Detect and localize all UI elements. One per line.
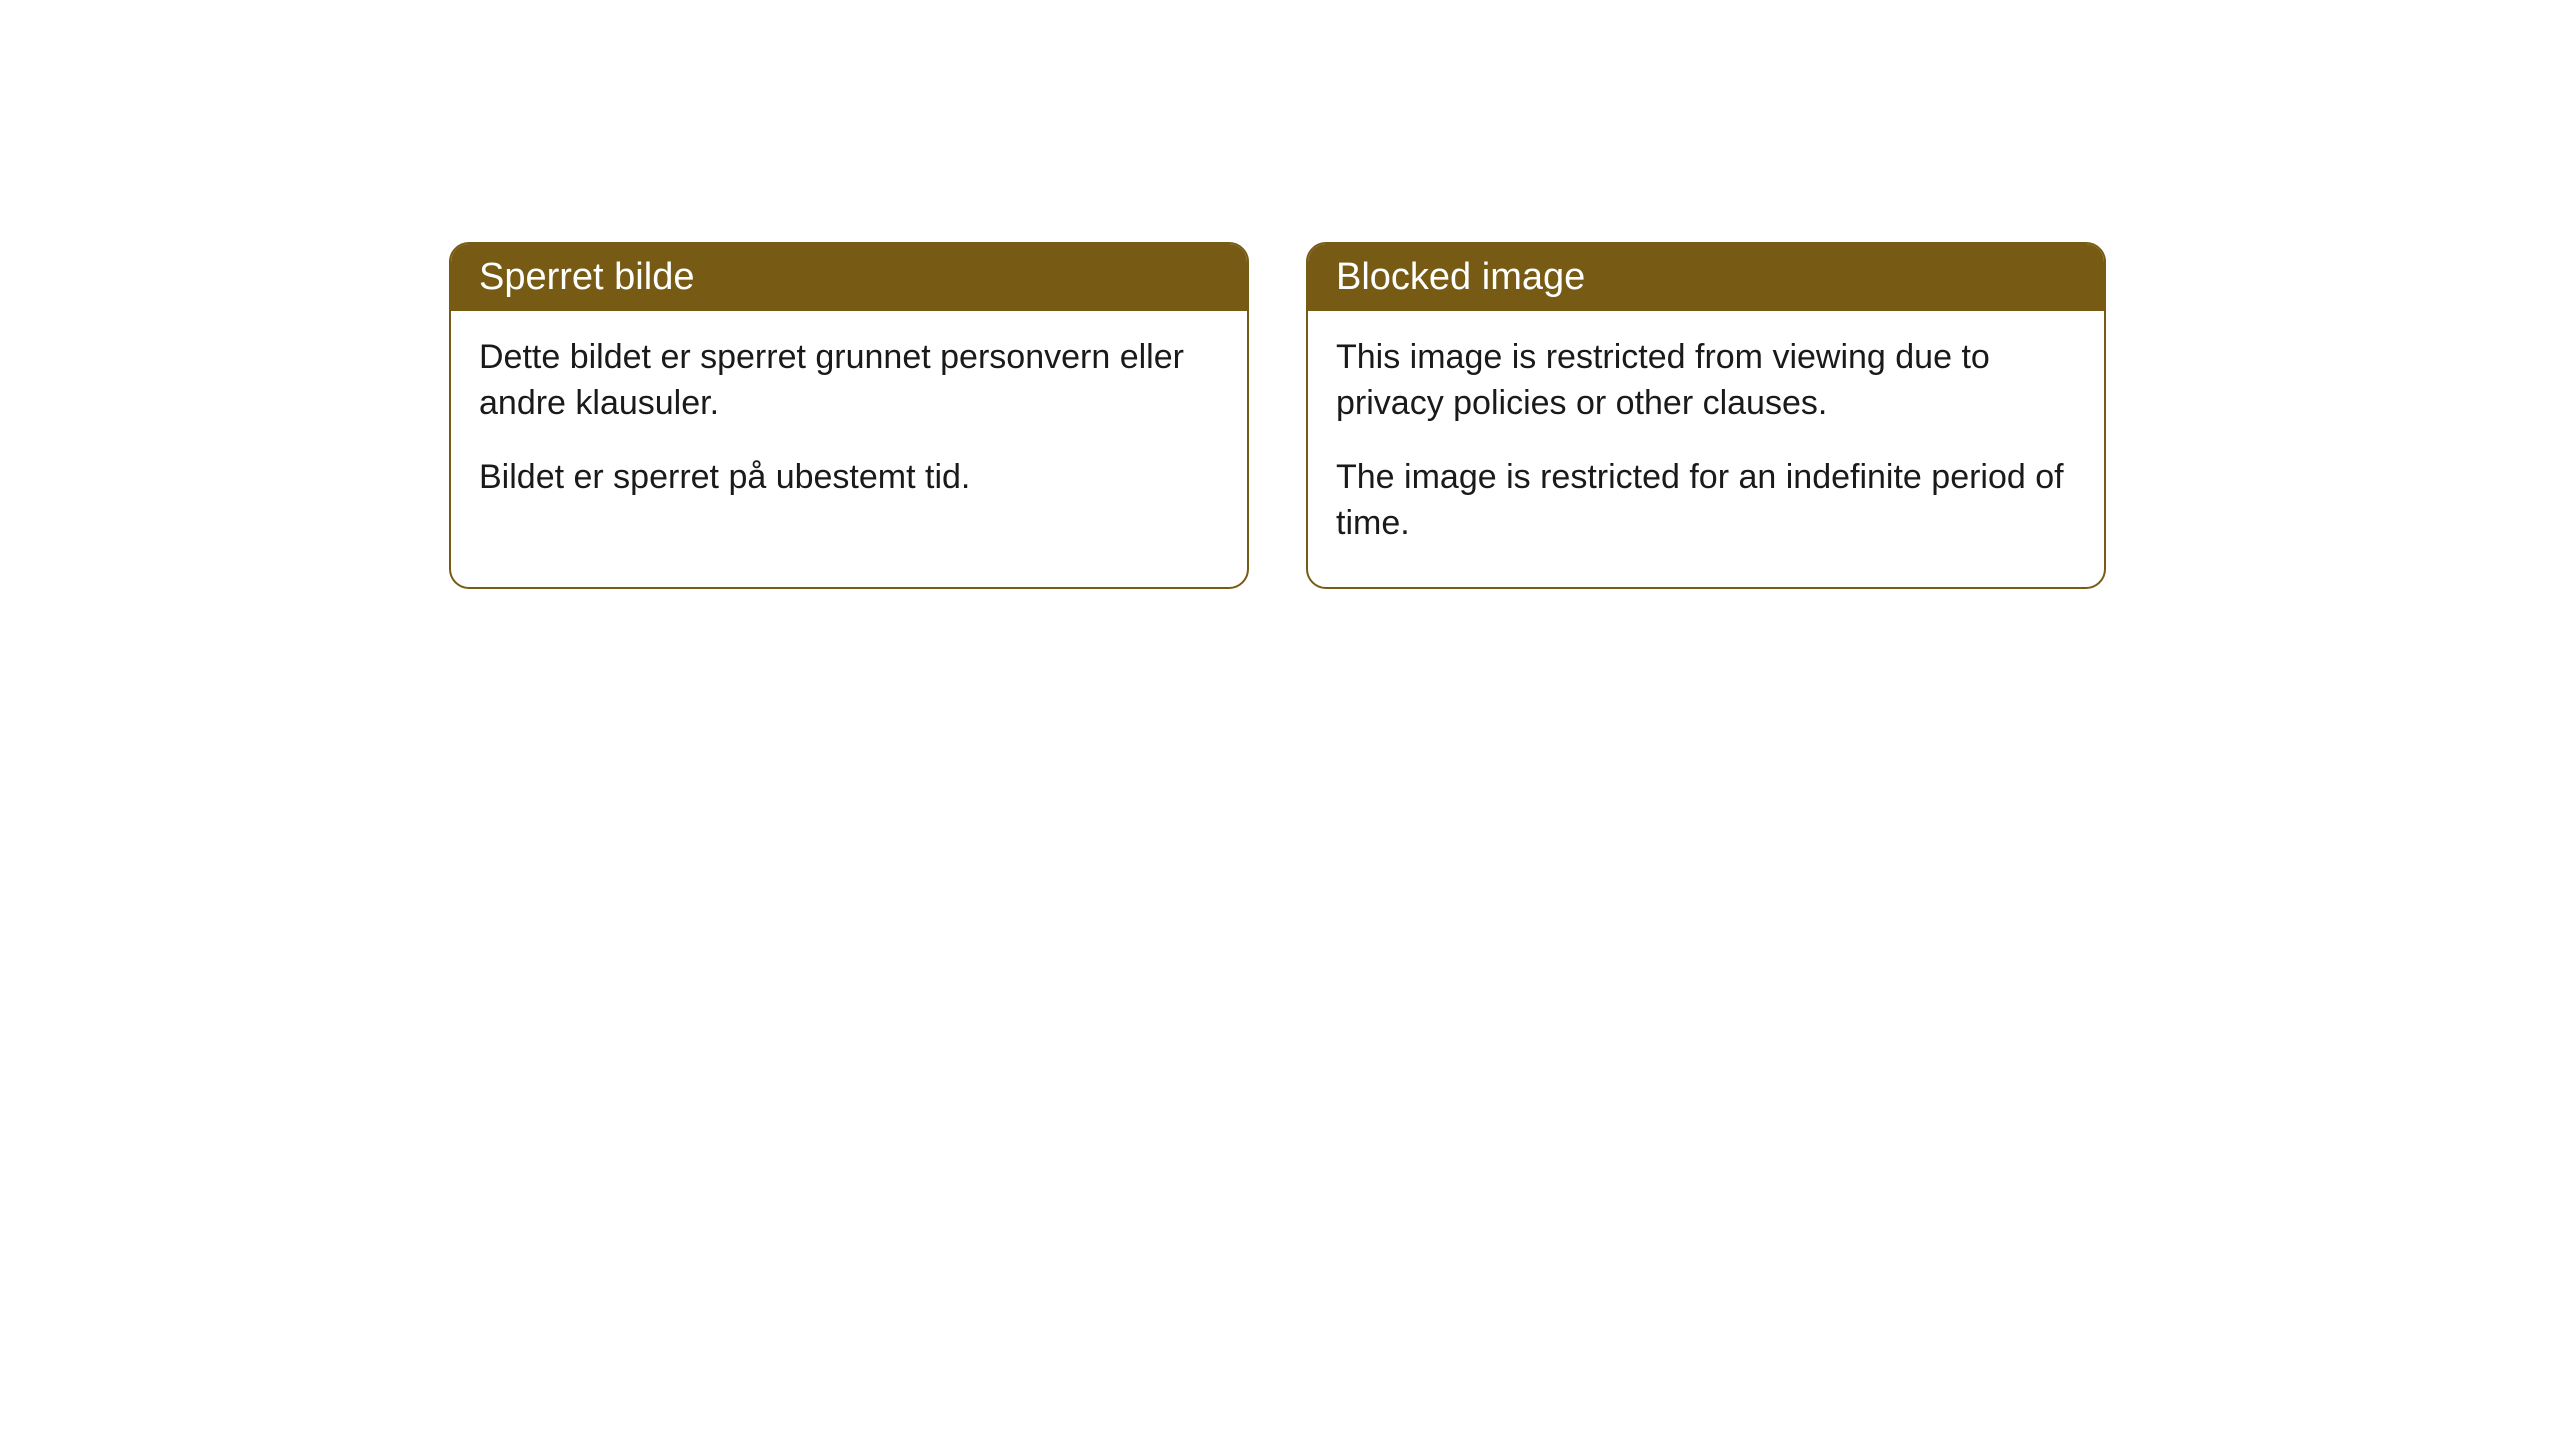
card-paragraph-2: The image is restricted for an indefinit… [1336, 455, 2076, 547]
notice-card-norwegian: Sperret bilde Dette bildet er sperret gr… [449, 242, 1249, 589]
card-header: Sperret bilde [451, 244, 1247, 311]
card-body: Dette bildet er sperret grunnet personve… [451, 311, 1247, 541]
card-paragraph-2: Bildet er sperret på ubestemt tid. [479, 455, 1219, 501]
card-header: Blocked image [1308, 244, 2104, 311]
card-body: This image is restricted from viewing du… [1308, 311, 2104, 587]
notice-cards-container: Sperret bilde Dette bildet er sperret gr… [449, 242, 2560, 589]
card-title: Sperret bilde [479, 256, 694, 298]
card-paragraph-1: Dette bildet er sperret grunnet personve… [479, 335, 1219, 427]
card-paragraph-1: This image is restricted from viewing du… [1336, 335, 2076, 427]
notice-card-english: Blocked image This image is restricted f… [1306, 242, 2106, 589]
card-title: Blocked image [1336, 256, 1585, 298]
